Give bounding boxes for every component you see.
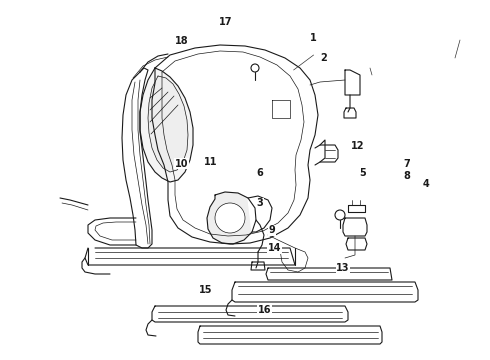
Polygon shape bbox=[140, 68, 193, 182]
Polygon shape bbox=[152, 45, 318, 244]
Text: 7: 7 bbox=[403, 159, 410, 169]
Text: 12: 12 bbox=[351, 141, 365, 151]
Text: 8: 8 bbox=[403, 171, 410, 181]
Polygon shape bbox=[122, 68, 152, 248]
Text: 5: 5 bbox=[359, 168, 366, 178]
Text: 18: 18 bbox=[174, 36, 188, 46]
Text: 3: 3 bbox=[256, 198, 263, 208]
Text: 1: 1 bbox=[310, 33, 317, 43]
Text: 4: 4 bbox=[423, 179, 430, 189]
Text: 9: 9 bbox=[269, 225, 275, 235]
Text: 17: 17 bbox=[219, 17, 232, 27]
Polygon shape bbox=[348, 205, 365, 212]
Polygon shape bbox=[248, 196, 272, 232]
Circle shape bbox=[215, 203, 245, 233]
Polygon shape bbox=[251, 262, 265, 270]
Text: 2: 2 bbox=[320, 53, 327, 63]
Text: 14: 14 bbox=[268, 243, 281, 253]
Polygon shape bbox=[207, 192, 256, 244]
Text: 10: 10 bbox=[174, 159, 188, 169]
Text: 13: 13 bbox=[336, 263, 350, 273]
Text: 16: 16 bbox=[258, 305, 271, 315]
Polygon shape bbox=[343, 218, 367, 236]
Polygon shape bbox=[272, 100, 290, 118]
Text: 6: 6 bbox=[256, 168, 263, 178]
Polygon shape bbox=[148, 76, 188, 172]
Text: 11: 11 bbox=[204, 157, 218, 167]
Polygon shape bbox=[346, 238, 367, 250]
Text: 15: 15 bbox=[199, 285, 213, 295]
